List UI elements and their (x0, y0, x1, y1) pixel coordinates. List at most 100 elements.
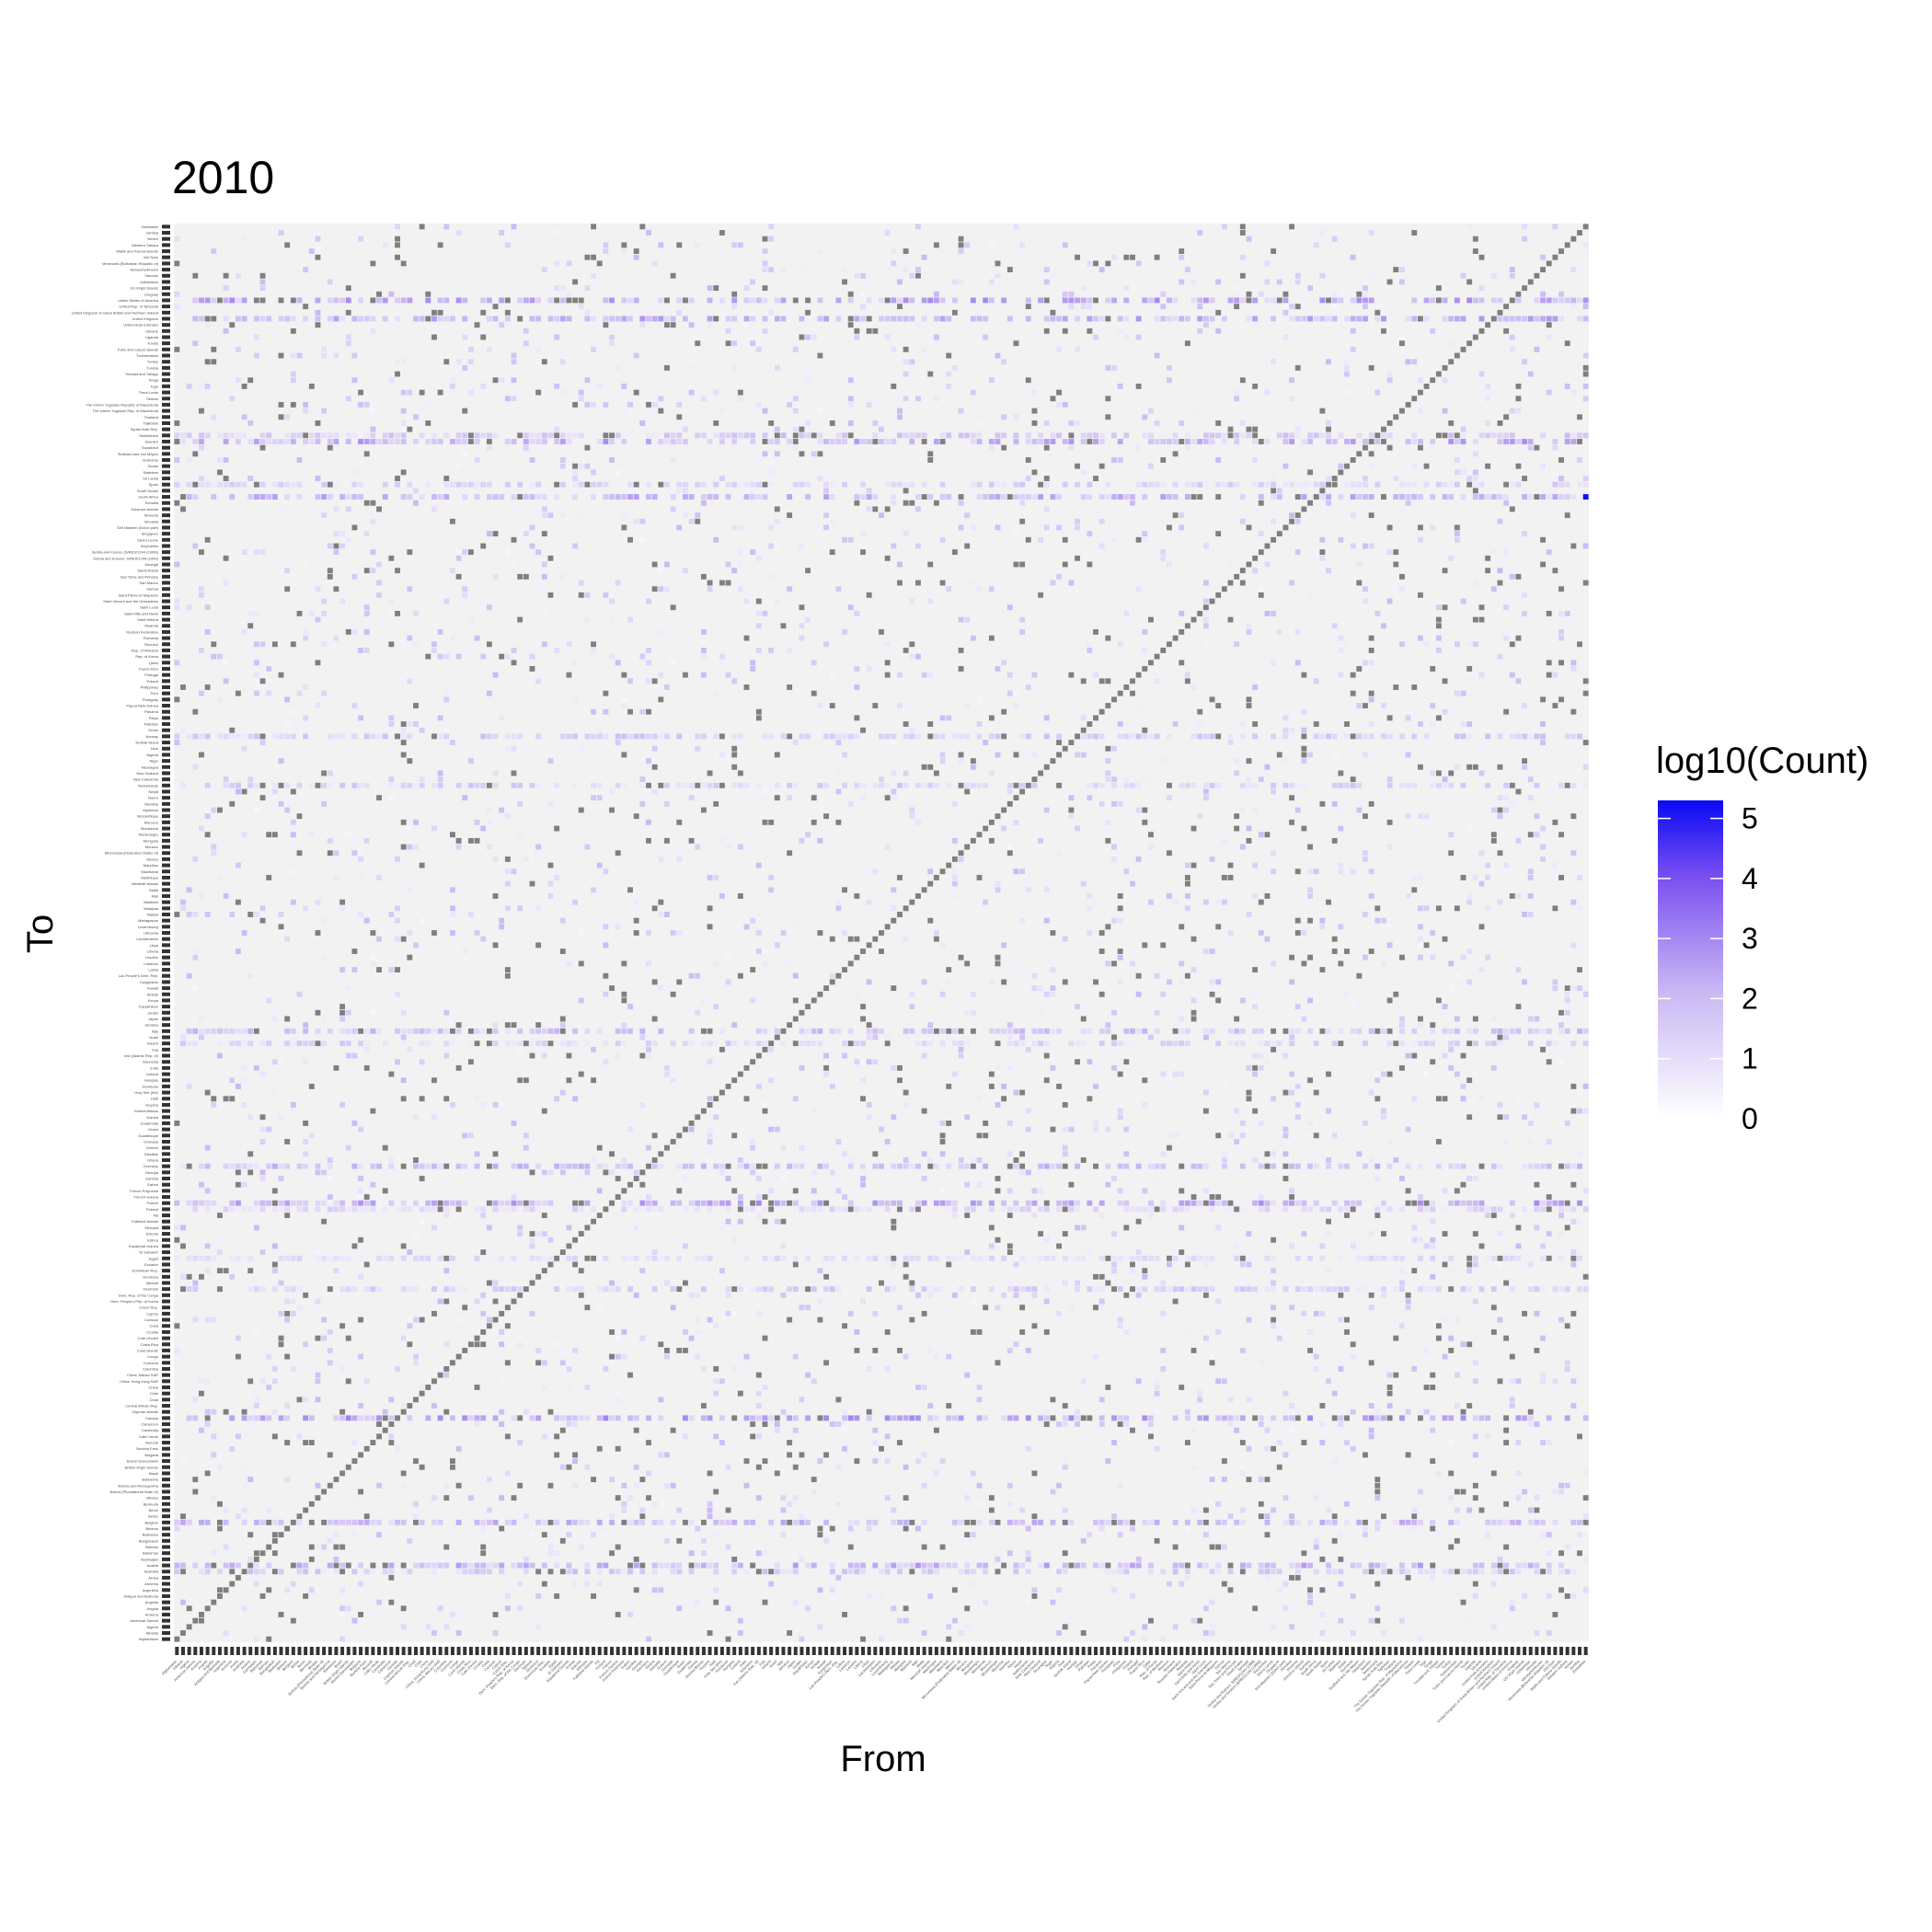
heatmap-cell (1424, 905, 1430, 911)
heatmap-cell-na (1510, 641, 1515, 647)
heatmap-cell-na (1271, 1446, 1276, 1452)
heatmap-cell (1399, 783, 1405, 788)
heatmap-cell-na (940, 581, 946, 586)
heatmap-cell (1185, 1569, 1190, 1574)
heatmap-cell-na (1044, 1421, 1050, 1427)
heatmap-cell (1418, 1409, 1423, 1415)
heatmap-cell-na (401, 845, 407, 850)
heatmap-cell (1271, 1508, 1276, 1513)
heatmap-cell (793, 740, 799, 745)
heatmap-cell (247, 776, 253, 782)
heatmap-cell-na (1443, 937, 1448, 942)
heatmap-cell (1577, 1151, 1582, 1156)
heatmap-cell (1565, 1121, 1570, 1126)
heatmap-cell-na (1448, 1545, 1454, 1550)
heatmap-cell (952, 1072, 958, 1077)
heatmap-cell (1185, 863, 1190, 868)
heatmap-cell (1381, 1114, 1386, 1120)
heatmap-cell-na (1351, 1206, 1356, 1212)
heatmap-cell-na (995, 813, 1001, 819)
heatmap-cell (1271, 960, 1276, 966)
heatmap-cell (934, 1563, 939, 1569)
heatmap-cell (823, 1538, 829, 1544)
heatmap-cell-na (205, 1470, 211, 1476)
heatmap-cell (401, 1035, 407, 1041)
heatmap-cell (867, 1059, 872, 1064)
heatmap-cell (1252, 1201, 1258, 1206)
heatmap-cell (499, 1495, 504, 1501)
heatmap-cell (1155, 678, 1160, 684)
heatmap-cell (1570, 1520, 1576, 1525)
heatmap-cell (756, 1403, 762, 1409)
heatmap-cell-na (1491, 1213, 1497, 1218)
heatmap-cell (683, 1041, 688, 1046)
heatmap-cell (1430, 955, 1435, 960)
heatmap-cell (211, 850, 216, 856)
heatmap-cell (1448, 1268, 1454, 1273)
heatmap-cell (1044, 1041, 1050, 1046)
heatmap-cell (572, 1483, 578, 1489)
heatmap-cell-na (909, 1281, 914, 1286)
heatmap-cell (1019, 1256, 1025, 1261)
heatmap-cell (1374, 611, 1380, 616)
heatmap-cell (1118, 979, 1123, 984)
heatmap-cell-na (1228, 617, 1234, 623)
heatmap-cell-na (475, 1041, 480, 1046)
heatmap-cell (1307, 1311, 1313, 1317)
heatmap-cell-na (1105, 838, 1110, 844)
heatmap-cell-na (284, 586, 290, 592)
heatmap-cell (358, 1274, 363, 1280)
heatmap-cell (388, 715, 394, 720)
heatmap-cell-na (787, 850, 792, 856)
heatmap-cell-na (548, 1409, 554, 1415)
heatmap-cell (817, 1029, 822, 1034)
heatmap-cell (1056, 1483, 1062, 1489)
heatmap-cell (523, 1513, 529, 1519)
heatmap-cell-na (462, 1348, 467, 1353)
heatmap-cell (1491, 1041, 1497, 1046)
heatmap-cell (1099, 1256, 1105, 1261)
heatmap-cell (316, 1201, 321, 1206)
heatmap-cell-na (1063, 1231, 1068, 1236)
heatmap-cell (627, 1164, 633, 1169)
heatmap-cell (1295, 795, 1301, 800)
heatmap-cell-na (1136, 673, 1142, 678)
heatmap-cell (236, 820, 241, 825)
heatmap-cell-na (584, 1305, 590, 1310)
heatmap-cell-na (413, 1458, 419, 1464)
heatmap-cell (1338, 1366, 1343, 1372)
heatmap-cell (903, 1465, 909, 1470)
heatmap-cell (731, 1022, 737, 1028)
heatmap-cell (229, 1563, 235, 1569)
heatmap-cell (370, 1569, 375, 1574)
heatmap-cell (1252, 1004, 1258, 1009)
heatmap-cell (1443, 1354, 1448, 1360)
heatmap-cell (652, 1286, 658, 1292)
heatmap-cell-na (475, 1385, 480, 1390)
heatmap-cell-na (940, 1133, 946, 1138)
heatmap-cell (1436, 648, 1442, 653)
heatmap-cell-na (750, 1201, 755, 1206)
heatmap-cell (731, 1041, 737, 1046)
heatmap-cell (1583, 765, 1589, 770)
heatmap-cell (279, 654, 284, 660)
heatmap-cell (224, 918, 229, 924)
heatmap-cell (438, 1415, 443, 1420)
heatmap-cell-na (493, 1317, 499, 1323)
heatmap-cell (1565, 1483, 1570, 1489)
heatmap-cell-na (420, 1317, 425, 1323)
heatmap-cell-na (572, 1237, 578, 1243)
heatmap-cell (584, 1164, 590, 1169)
heatmap-cell (517, 1029, 523, 1034)
heatmap-cell-na (443, 1495, 449, 1501)
heatmap-cell-na (224, 1587, 229, 1593)
heatmap-cell (291, 868, 296, 874)
heatmap-cell (180, 1274, 186, 1280)
heatmap-cell (1118, 1415, 1123, 1420)
heatmap-cell (1210, 1286, 1215, 1292)
heatmap-cell (1510, 1029, 1515, 1034)
heatmap-cell (1136, 857, 1142, 862)
heatmap-cell (1014, 1029, 1019, 1034)
heatmap-cell (383, 1569, 388, 1574)
heatmap-cell (579, 1176, 584, 1181)
